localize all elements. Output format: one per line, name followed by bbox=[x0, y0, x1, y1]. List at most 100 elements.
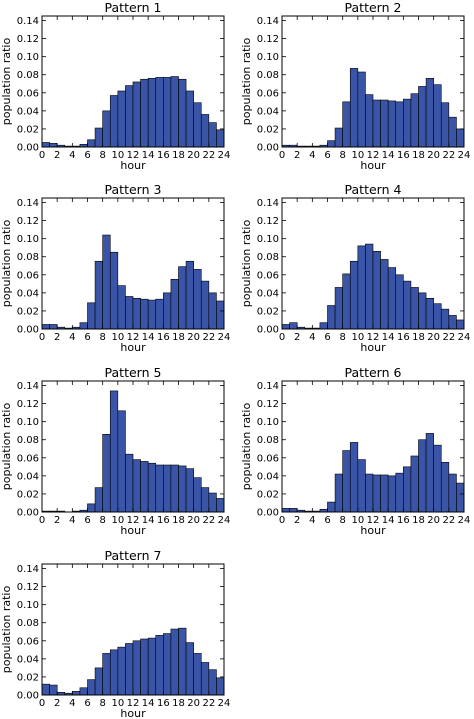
x-tick-label: 0 bbox=[39, 515, 45, 526]
bar-pattern-7-hour-4 bbox=[72, 691, 81, 696]
bar-pattern-6-hour-6 bbox=[327, 501, 336, 513]
bar-pattern-7-hour-10 bbox=[117, 646, 126, 696]
x-tick-label: 10 bbox=[111, 150, 124, 161]
bar-pattern-2-hour-9 bbox=[349, 68, 359, 148]
x-tick-label: 24 bbox=[218, 150, 231, 161]
x-tick-label: 16 bbox=[157, 332, 170, 343]
bar-pattern-5-hour-23 bbox=[216, 498, 225, 513]
y-axis-label: population ratio bbox=[0, 38, 13, 126]
bar-pattern-5-hour-7 bbox=[94, 487, 103, 513]
x-tick-label: 6 bbox=[324, 515, 330, 526]
x-tick-label: 8 bbox=[99, 698, 105, 709]
x-tick-label: 0 bbox=[39, 332, 45, 343]
bar-pattern-5-hour-6 bbox=[87, 503, 96, 513]
x-tick-label: 14 bbox=[142, 332, 155, 343]
bar-pattern-2-hour-6 bbox=[327, 140, 336, 148]
bar-pattern-3-hour-17 bbox=[170, 279, 179, 330]
y-tick-label: 0.10 bbox=[17, 52, 39, 63]
bar-pattern-2-hour-22 bbox=[448, 116, 457, 148]
x-tick-label: 8 bbox=[339, 332, 345, 343]
x-tick-label: 22 bbox=[202, 332, 215, 343]
y-tick-label: 0.04 bbox=[17, 106, 39, 117]
x-tick-label: 20 bbox=[427, 332, 440, 343]
y-tick-label: 0.08 bbox=[17, 618, 39, 629]
x-tick-label: 0 bbox=[279, 515, 285, 526]
chart-panel-6: 0.000.020.040.060.080.100.120.140 2 4 6 8 10 1… bbox=[240, 365, 470, 537]
x-tick-label: 10 bbox=[351, 515, 364, 526]
bar-pattern-7-hour-5 bbox=[79, 687, 88, 696]
x-tick-label: 4 bbox=[69, 332, 75, 343]
x-tick-label: 18 bbox=[172, 698, 185, 709]
y-tick-label: 0.00 bbox=[17, 508, 39, 519]
bar-pattern-5-hour-17 bbox=[170, 464, 179, 513]
bar-pattern-1-hour-12 bbox=[132, 81, 141, 148]
x-tick-label: 20 bbox=[427, 150, 440, 161]
x-tick-label: 0 bbox=[279, 332, 285, 343]
bar-pattern-5-hour-18 bbox=[178, 465, 187, 513]
x-tick-label: 18 bbox=[412, 150, 425, 161]
bar-pattern-5-hour-20 bbox=[193, 477, 202, 513]
y-tick-label: 0.12 bbox=[257, 216, 279, 227]
bar-pattern-1-hour-0 bbox=[41, 142, 50, 148]
bar-pattern-6-hour-15 bbox=[395, 472, 404, 513]
x-tick-label: 22 bbox=[202, 698, 215, 709]
chart-title: Pattern 2 bbox=[345, 0, 402, 15]
x-tick-label: 10 bbox=[351, 332, 364, 343]
x-tick-label: 6 bbox=[84, 150, 90, 161]
y-tick-label: 0.02 bbox=[257, 124, 279, 135]
x-tick-label: 24 bbox=[458, 150, 471, 161]
bar-pattern-5-hour-19 bbox=[185, 468, 194, 513]
bar-pattern-4-hour-6 bbox=[327, 305, 336, 330]
x-tick-label: 12 bbox=[367, 150, 380, 161]
x-tick-label: 16 bbox=[397, 332, 410, 343]
y-tick-label: 0.06 bbox=[17, 453, 39, 464]
bar-pattern-7-hour-12 bbox=[132, 640, 141, 696]
x-tick-label: 6 bbox=[84, 515, 90, 526]
y-tick-label: 0.10 bbox=[17, 417, 39, 428]
bar-pattern-3-hour-19 bbox=[185, 260, 194, 330]
x-tick-label: 14 bbox=[142, 150, 155, 161]
x-tick-label: 24 bbox=[218, 332, 231, 343]
x-tick-label: 20 bbox=[187, 332, 200, 343]
bar-pattern-3-hour-7 bbox=[94, 260, 103, 330]
x-tick-label: 12 bbox=[367, 332, 380, 343]
bar-pattern-4-hour-18 bbox=[418, 292, 427, 330]
bar-pattern-7-hour-0 bbox=[41, 683, 50, 696]
x-tick-label: 4 bbox=[69, 150, 75, 161]
y-tick-label: 0.06 bbox=[257, 270, 279, 281]
chart-panel-5: 0.000.020.040.060.080.100.120.140 2 4 6 8 10 1… bbox=[0, 365, 230, 537]
x-tick-label: 2 bbox=[54, 515, 60, 526]
y-tick-label: 0.14 bbox=[17, 564, 39, 575]
chart-title: Pattern 3 bbox=[105, 182, 162, 197]
x-tick-label: 16 bbox=[397, 150, 410, 161]
bar-pattern-7-hour-13 bbox=[140, 638, 149, 696]
x-axis-label: hour bbox=[360, 524, 386, 537]
bar-pattern-3-hour-21 bbox=[200, 280, 210, 330]
bar-pattern-5-hour-14 bbox=[147, 462, 157, 513]
bar-pattern-6-hour-1 bbox=[289, 508, 298, 513]
x-tick-label: 10 bbox=[111, 332, 124, 343]
y-tick-label: 0.12 bbox=[17, 34, 39, 45]
bar-pattern-7-hour-16 bbox=[163, 633, 172, 696]
bar-pattern-5-hour-22 bbox=[208, 492, 217, 513]
chart-title: Pattern 5 bbox=[105, 365, 162, 380]
x-tick-label: 4 bbox=[309, 332, 315, 343]
y-tick-label: 0.12 bbox=[257, 399, 279, 410]
x-tick-label: 24 bbox=[218, 698, 231, 709]
bar-pattern-6-hour-14 bbox=[387, 475, 397, 513]
bar-pattern-4-hour-5 bbox=[319, 322, 328, 330]
x-tick-label: 20 bbox=[187, 698, 200, 709]
y-tick-label: 0.06 bbox=[17, 636, 39, 647]
bar-pattern-7-hour-21 bbox=[200, 662, 210, 696]
bar-pattern-2-hour-10 bbox=[357, 71, 366, 148]
x-tick-label: 8 bbox=[99, 515, 105, 526]
x-tick-label: 24 bbox=[458, 515, 471, 526]
x-tick-label: 14 bbox=[382, 332, 395, 343]
y-tick-label: 0.00 bbox=[17, 325, 39, 336]
bar-pattern-1-hour-19 bbox=[185, 90, 194, 148]
y-tick-label: 0.10 bbox=[257, 52, 279, 63]
y-tick-label: 0.14 bbox=[17, 198, 39, 209]
bar-pattern-6-hour-23 bbox=[456, 482, 465, 513]
x-tick-label: 6 bbox=[324, 150, 330, 161]
chart-panel-7: 0.000.020.040.060.080.100.120.140 2 4 6 8 10 1… bbox=[0, 548, 230, 719]
